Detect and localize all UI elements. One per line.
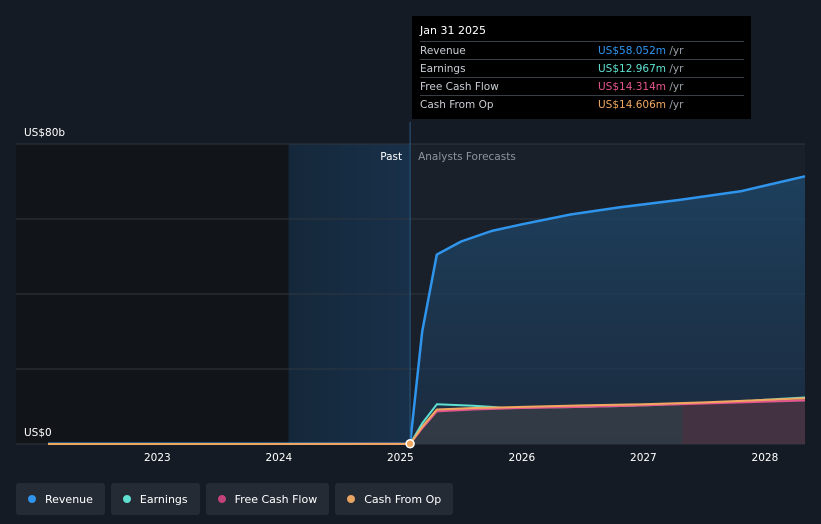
tooltip-value-container: US$14.606m /yr (598, 99, 744, 111)
tooltip-row-cash-from-op: Cash From Op US$14.606m /yr (420, 95, 744, 113)
forecast-label: Analysts Forecasts (418, 151, 516, 163)
revenue-dot-icon (28, 495, 36, 503)
tooltip-unit: /yr (669, 62, 684, 75)
tooltip-label: Free Cash Flow (420, 80, 499, 93)
fcf-highlight-area (682, 402, 805, 444)
tooltip-row-earnings: Earnings US$12.967m /yr (420, 59, 744, 77)
x-tick-label: 2028 (752, 452, 779, 464)
tooltip-unit: /yr (669, 80, 684, 93)
tooltip-value: US$14.314m (598, 80, 666, 93)
legend-item-cash-from-op[interactable]: Cash From Op (335, 483, 454, 515)
tooltip-label: Cash From Op (420, 98, 494, 111)
tooltip-date: Jan 31 2025 (420, 24, 486, 37)
x-axis-labels: 2023 2024 2025 2026 2027 2028 (144, 452, 778, 464)
earnings-dot-icon (122, 495, 131, 503)
y-tick-label: US$80b (24, 127, 65, 139)
series-lines (47, 175, 806, 446)
y-tick-label: US$0 (24, 427, 52, 439)
x-tick-label: 2024 (265, 452, 292, 464)
tooltip-label: Revenue (420, 44, 466, 57)
tooltip-value-container: US$14.314m /yr (598, 81, 744, 93)
tooltip-value-container: US$12.967m /yr (598, 63, 744, 75)
cash-from-op-dot-icon (347, 495, 356, 503)
y-axis-labels: US$80b US$0 (24, 127, 65, 439)
tooltip-value: US$58.052m (598, 44, 666, 57)
revenue-area (410, 176, 805, 445)
tooltip-label: Earnings (420, 62, 466, 75)
tooltip: Jan 31 2025 Revenue US$58.052m /yr Earni… (412, 16, 751, 119)
legend-item-earnings[interactable]: Earnings (110, 483, 200, 515)
cash-area (410, 398, 805, 444)
x-tick-label: 2027 (630, 452, 657, 464)
x-tick-label: 2023 (144, 452, 171, 464)
legend-label: Earnings (139, 492, 188, 506)
x-tick-label: 2026 (509, 452, 536, 464)
tooltip-unit: /yr (669, 44, 684, 57)
series-fills (410, 176, 805, 445)
x-tick-label: 2025 (387, 452, 414, 464)
tooltip-value-container: US$58.052m /yr (598, 45, 744, 57)
current-value-marker[interactable] (405, 439, 415, 449)
legend-item-revenue[interactable]: Revenue (16, 483, 105, 515)
tooltip-row-free-cash-flow: Free Cash Flow US$14.314m /yr (420, 77, 744, 95)
series-line-revenue[interactable] (48, 175, 806, 446)
legend: Revenue Earnings Free Cash Flow Cash Fro… (16, 483, 454, 515)
legend-label: Cash From Op (364, 492, 442, 506)
tooltip-value: US$12.967m (598, 62, 666, 75)
tooltip-value: US$14.606m (598, 98, 666, 111)
free-cash-flow-dot-icon (217, 495, 226, 503)
legend-item-free-cash-flow[interactable]: Free Cash Flow (205, 483, 330, 515)
legend-label: Free Cash Flow (234, 492, 318, 506)
legend-label: Revenue (45, 492, 93, 506)
past-label: Past (380, 151, 402, 163)
tooltip-row-revenue: Revenue US$58.052m /yr (420, 41, 744, 59)
series-line-cash-from-op[interactable] (47, 397, 806, 445)
tooltip-unit: /yr (669, 98, 684, 111)
